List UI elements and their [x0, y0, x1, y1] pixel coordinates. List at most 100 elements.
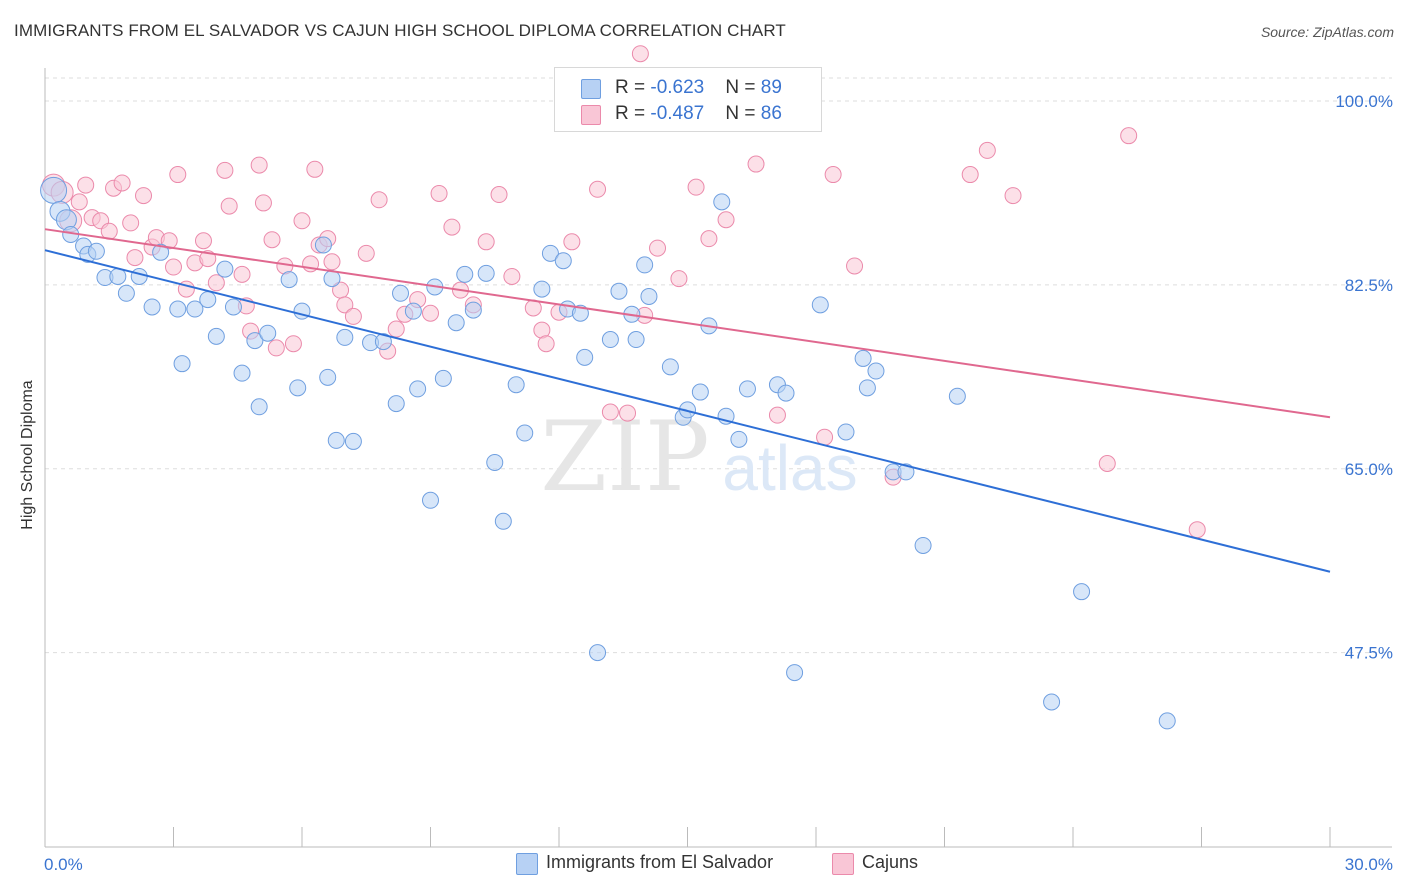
el-salvador-point [533, 280, 551, 298]
legend-n-value: 89 [760, 77, 782, 98]
legend-r-value: -0.623 [650, 77, 705, 98]
cajuns-point [670, 270, 688, 288]
el-salvador-point [409, 380, 427, 398]
el-salvador-point [661, 358, 679, 376]
cajuns-point [1004, 187, 1022, 205]
cajuns-point [126, 249, 144, 267]
cajuns-point [490, 186, 508, 204]
el-salvador-point [246, 332, 264, 350]
cajuns-point [77, 176, 95, 194]
cajuns-point [477, 233, 495, 251]
x-tick-label: 0.0% [44, 855, 83, 874]
el-salvador-point [948, 387, 966, 405]
cajuns-point [135, 187, 153, 205]
cajuns-point [165, 258, 182, 276]
el-salvador-point [1073, 583, 1091, 601]
legend-n-label: N = [725, 77, 761, 98]
el-salvador-point [897, 463, 915, 481]
el-salvador-point [404, 302, 422, 320]
cajuns-trend-line [44, 228, 1331, 419]
cajuns-point [122, 214, 140, 232]
el-salvador-point [130, 267, 148, 285]
chart-source: Source: ZipAtlas.com [1260, 24, 1394, 40]
legend-r-label: R = [615, 77, 651, 98]
el-salvador-point [576, 348, 594, 366]
cajuns-point [293, 212, 311, 230]
cajuns-point [387, 320, 405, 338]
x-tick-label: 30.0% [1345, 855, 1393, 874]
bottom-legend-label: Cajuns [862, 852, 919, 872]
cajuns-point [194, 232, 212, 250]
el-salvador-point [1158, 712, 1176, 730]
cajuns-point [768, 406, 786, 424]
cajuns-point [747, 155, 765, 173]
el-salvador-point [216, 260, 234, 278]
el-salvador-point [627, 331, 645, 349]
legend-n-value: 86 [760, 103, 782, 124]
cajuns-point [233, 265, 251, 283]
el-salvador-point [738, 380, 756, 398]
y-tick-label: 100.0% [1335, 92, 1393, 111]
cajuns-point [216, 161, 234, 179]
bottom-legend-swatch-pink [832, 853, 854, 875]
cajuns-point [160, 232, 178, 250]
el-salvador-point [173, 355, 191, 373]
el-salvador-point [434, 369, 452, 387]
cajuns-point [1188, 521, 1206, 539]
el-salvador-point [554, 252, 572, 270]
el-salvador-point [1043, 693, 1061, 711]
el-salvador-point [494, 512, 512, 530]
cajuns-point [717, 211, 735, 229]
cajuns-point [824, 166, 842, 184]
el-salvador-point [447, 314, 465, 332]
cajuns-point [207, 274, 225, 292]
cajuns-point [503, 267, 521, 285]
bottom-legend-label: Immigrants from El Salvador [546, 852, 774, 872]
cajuns-point [619, 404, 637, 422]
cajuns-point [323, 253, 341, 271]
cajuns-point [113, 174, 131, 192]
el-salvador-point [314, 236, 332, 254]
axes [44, 68, 1392, 848]
cajuns-point [978, 141, 996, 159]
y-tick-label: 65.0% [1345, 460, 1393, 479]
el-salvador-point [152, 243, 170, 261]
bottom-legend-swatch-blue [516, 853, 538, 875]
cajuns-point [589, 180, 607, 198]
cajuns-point [1098, 455, 1116, 472]
el-salvador-point [344, 432, 362, 450]
cajuns-point [1120, 127, 1138, 145]
el-salvador-point [464, 301, 482, 319]
el-salvador-point [259, 324, 277, 342]
cajuns-point [631, 45, 649, 63]
el-salvador-point [589, 644, 607, 662]
cajuns-point [169, 166, 187, 184]
cajuns-point [563, 233, 581, 251]
el-salvador-point [541, 244, 559, 262]
cajuns-point [284, 335, 302, 353]
el-salvador-point [117, 284, 135, 302]
legend-swatch-blue [581, 79, 601, 99]
grid-lines [45, 77, 1392, 654]
el-salvador-point [601, 331, 619, 349]
cajuns-point [199, 250, 217, 268]
el-salvador-point [109, 267, 127, 285]
el-salvador-point [40, 176, 68, 204]
legend-r-value: -0.487 [650, 103, 705, 124]
el-salvador-point [837, 423, 855, 441]
legend-n-label: N = [725, 103, 761, 124]
cajuns-point [961, 166, 979, 184]
el-salvador-point [786, 664, 804, 682]
el-salvador-point [691, 383, 709, 401]
el-salvador-point [507, 376, 525, 394]
el-salvador-point [336, 328, 354, 346]
el-salvador-point [224, 298, 242, 316]
el-salvador-points [40, 176, 1176, 730]
el-salvador-point [713, 193, 731, 211]
cajuns-point [649, 239, 667, 257]
legend-swatch-pink [581, 105, 601, 125]
legend-r-label: R = [615, 103, 651, 124]
el-salvador-point [456, 265, 474, 283]
el-salvador-point [914, 536, 932, 554]
y-tick-label: 47.5% [1345, 644, 1393, 663]
